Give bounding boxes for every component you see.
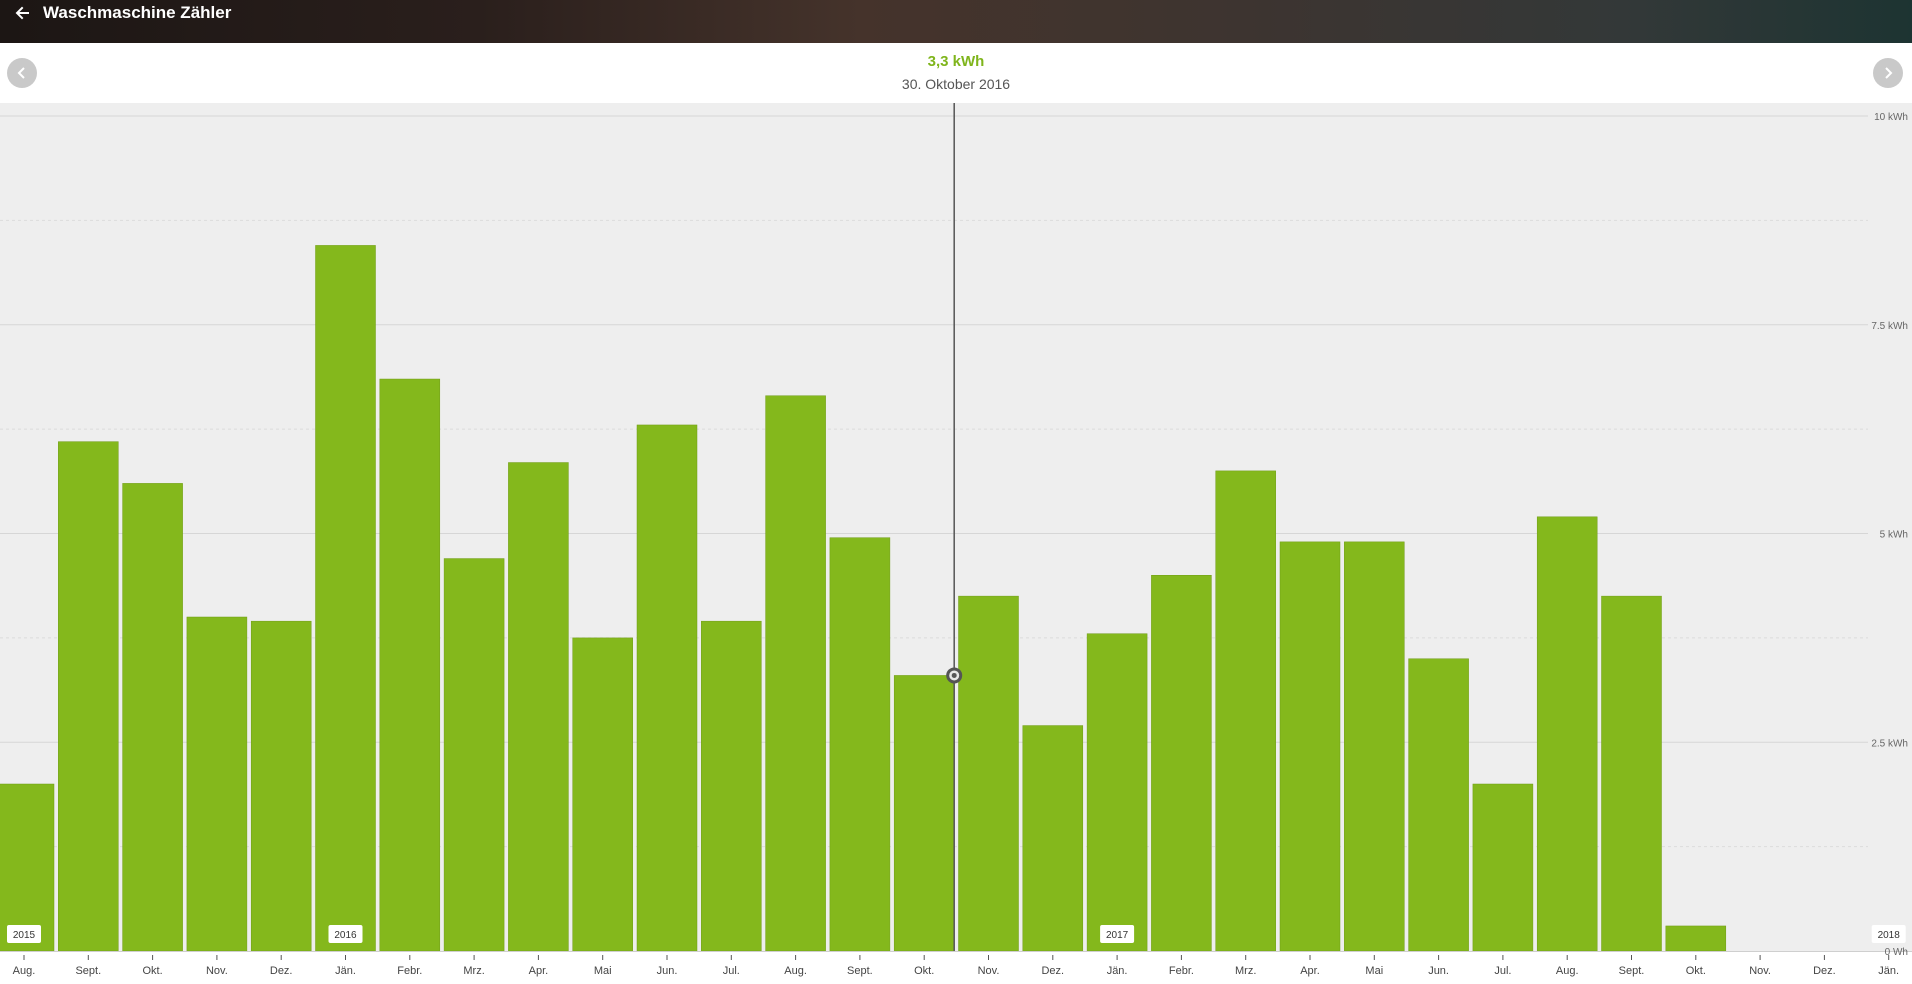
x-tick-label: Okt. xyxy=(1686,965,1706,977)
year-badge xyxy=(7,925,41,943)
arrow-left-icon xyxy=(15,6,29,20)
bar-18[interactable] xyxy=(1151,575,1212,952)
x-tick-label: Aug. xyxy=(13,965,36,977)
x-tick-label: Okt. xyxy=(143,965,163,977)
bar-6[interactable] xyxy=(379,378,441,952)
chevron-right-icon xyxy=(1885,67,1893,79)
x-tick-label: Nov. xyxy=(206,965,228,977)
selected-date: 30. Oktober 2016 xyxy=(901,76,1011,92)
x-tick-label: Dez. xyxy=(1041,965,1064,977)
year-label: 2017 xyxy=(1106,930,1129,941)
bar-11[interactable] xyxy=(701,620,762,952)
x-tick-label: Nov. xyxy=(978,965,1000,977)
year-label: 2015 xyxy=(13,930,36,941)
bar-25[interactable] xyxy=(1601,595,1662,952)
y-tick-label: 7.5 kWh xyxy=(1871,321,1908,332)
x-tick-label: Jul. xyxy=(1494,965,1511,977)
year-label: 2018 xyxy=(1878,930,1901,941)
bar-17[interactable] xyxy=(1086,633,1148,952)
x-tick-label: Febr. xyxy=(397,965,422,977)
bar-0[interactable] xyxy=(0,783,55,952)
x-tick-label: Febr. xyxy=(1169,965,1194,977)
bar-8[interactable] xyxy=(508,462,569,952)
selection-summary: 3,3 kWh 30. Oktober 2016 xyxy=(0,43,1912,103)
x-tick-label: Mrz. xyxy=(463,965,484,977)
bar-23[interactable] xyxy=(1472,783,1534,952)
x-tick-label: Jun. xyxy=(1428,965,1449,977)
x-tick-label: Jän. xyxy=(335,965,356,977)
y-tick-label: 5 kWh xyxy=(1880,530,1908,541)
bar-20[interactable] xyxy=(1279,541,1341,952)
back-button[interactable] xyxy=(6,0,38,26)
energy-bar-chart[interactable]: Aug. Sept. Okt. Nov. Dez. Jän. Febr. Mrz. Apr. Ma… xyxy=(0,103,1912,984)
x-tick-label: Mai xyxy=(1365,965,1383,977)
x-tick-label: Jän. xyxy=(1107,965,1128,977)
bar-22[interactable] xyxy=(1408,658,1469,952)
year-badge xyxy=(1871,925,1906,943)
x-tick-label: Nov. xyxy=(1749,965,1771,977)
bar-10[interactable] xyxy=(636,424,698,952)
bar-3[interactable] xyxy=(186,616,248,952)
bar-19[interactable] xyxy=(1215,470,1276,952)
x-tick-label: Aug. xyxy=(1556,965,1579,977)
year-badge xyxy=(328,925,363,943)
x-tick-label: Aug. xyxy=(784,965,807,977)
bar-1[interactable] xyxy=(58,441,119,952)
x-tick-label: Dez. xyxy=(1813,965,1836,977)
year-label: 2016 xyxy=(334,930,357,941)
bar-7[interactable] xyxy=(443,558,505,952)
bar-16[interactable] xyxy=(1022,725,1084,952)
x-tick-label: Sept. xyxy=(75,965,101,977)
bar-4[interactable] xyxy=(250,620,312,952)
page-title: Waschmaschine Zähler xyxy=(43,3,232,22)
y-tick-label: 0 Wh xyxy=(1885,947,1908,958)
bar-13[interactable] xyxy=(829,537,891,952)
year-badge xyxy=(1100,925,1135,943)
bar-2[interactable] xyxy=(122,483,183,952)
x-tick-label: Apr. xyxy=(529,965,549,977)
previous-button[interactable] xyxy=(7,58,37,88)
x-tick-label: Jän. xyxy=(1878,965,1899,977)
y-tick-label: 10 kWh xyxy=(1874,112,1908,123)
selected-value: 3,3 kWh xyxy=(927,53,985,70)
x-tick-label: Okt. xyxy=(914,965,934,977)
chevron-left-icon xyxy=(17,67,25,79)
x-tick-label: Jul. xyxy=(723,965,740,977)
x-tick-label: Jun. xyxy=(657,965,678,977)
x-tick-label: Mai xyxy=(594,965,612,977)
app-header: Waschmaschine Zähler xyxy=(0,0,1912,43)
bar-9[interactable] xyxy=(572,637,633,952)
bar-24[interactable] xyxy=(1536,516,1598,952)
bar-12[interactable] xyxy=(765,395,826,952)
bar-14[interactable] xyxy=(893,675,955,952)
x-tick-label: Apr. xyxy=(1300,965,1320,977)
x-tick-label: Dez. xyxy=(270,965,293,977)
bar-21[interactable] xyxy=(1344,541,1405,952)
next-button[interactable] xyxy=(1873,58,1903,88)
bar-26[interactable] xyxy=(1665,925,1727,952)
x-tick-label: Sept. xyxy=(1619,965,1645,977)
x-tick-label: Mrz. xyxy=(1235,965,1256,977)
y-tick-label: 2.5 kWh xyxy=(1871,738,1908,749)
bar-15[interactable] xyxy=(958,595,1019,952)
selection-marker-dot xyxy=(951,672,957,678)
bar-5[interactable] xyxy=(315,245,376,952)
x-tick-label: Sept. xyxy=(847,965,873,977)
